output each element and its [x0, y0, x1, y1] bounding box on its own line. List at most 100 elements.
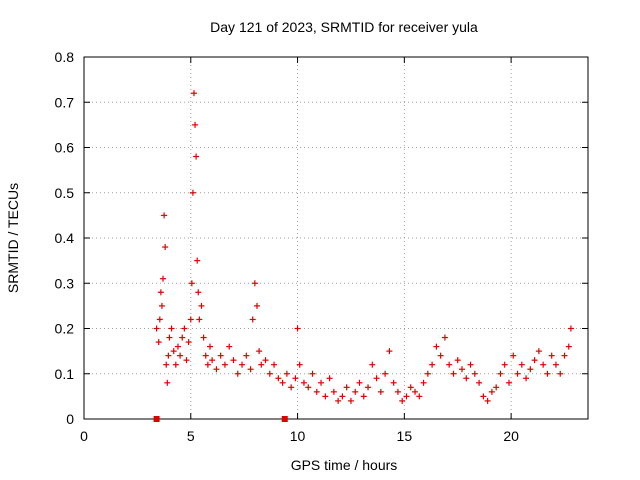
data-point: [165, 352, 172, 359]
data-point: [523, 375, 530, 382]
data-point: [386, 348, 393, 355]
data-point: [467, 361, 474, 368]
data-point: [234, 370, 241, 377]
data-point: [557, 370, 564, 377]
data-point: [441, 334, 448, 341]
data-points: [153, 90, 574, 404]
data-point: [540, 361, 547, 368]
x-axis-label: GPS time / hours: [291, 457, 398, 473]
data-point: [187, 316, 194, 323]
data-point: [177, 352, 184, 359]
y-tick-label: 0.1: [55, 366, 75, 382]
data-point: [548, 352, 555, 359]
data-point: [446, 361, 453, 368]
data-point: [433, 343, 440, 350]
data-point: [239, 361, 246, 368]
data-point: [157, 289, 164, 296]
data-point: [266, 370, 273, 377]
data-point: [369, 361, 376, 368]
data-point: [488, 388, 495, 395]
data-point: [163, 361, 170, 368]
data-point: [377, 388, 384, 395]
data-point: [429, 361, 436, 368]
data-point: [505, 379, 512, 386]
data-point: [322, 393, 329, 400]
data-point: [471, 370, 478, 377]
data-point: [190, 90, 197, 97]
y-tick-label: 0: [66, 411, 74, 427]
data-point: [185, 339, 192, 346]
axis-marker: [153, 416, 160, 422]
data-point: [399, 397, 406, 404]
data-point: [251, 280, 258, 287]
grid-lines: [84, 57, 588, 419]
data-point: [412, 388, 419, 395]
data-point: [247, 366, 254, 373]
data-point: [174, 343, 181, 350]
data-point: [204, 361, 211, 368]
data-point: [343, 384, 350, 391]
data-point: [335, 397, 342, 404]
data-point: [565, 343, 572, 350]
data-point: [198, 302, 205, 309]
data-point: [360, 393, 367, 400]
data-point: [339, 393, 346, 400]
x-tick-label: 20: [503, 428, 519, 444]
data-point: [183, 357, 190, 364]
data-point: [271, 361, 278, 368]
data-point: [209, 357, 216, 364]
data-point: [501, 361, 508, 368]
data-point: [527, 366, 534, 373]
data-point: [207, 343, 213, 350]
data-point: [484, 397, 491, 404]
data-point: [390, 379, 397, 386]
data-point: [552, 361, 559, 368]
data-point: [347, 397, 354, 404]
data-point: [275, 375, 282, 382]
data-point: [253, 302, 260, 309]
data-point: [305, 384, 312, 391]
x-tick-label: 5: [187, 428, 195, 444]
data-point: [243, 352, 250, 359]
x-tick-labels: 0 5 10 15 20: [80, 428, 519, 444]
data-point: [153, 325, 160, 332]
data-point: [256, 348, 263, 355]
data-point: [213, 366, 220, 373]
y-tick-label: 0.3: [55, 275, 75, 291]
data-point: [221, 361, 228, 368]
data-point: [480, 393, 487, 400]
data-point: [194, 257, 201, 264]
data-point: [437, 352, 444, 359]
data-point: [382, 370, 389, 377]
data-point: [226, 343, 233, 350]
data-point: [313, 388, 320, 395]
data-point: [531, 357, 538, 364]
data-point: [450, 370, 457, 377]
y-axis-label: SRMTID / TECUs: [5, 183, 21, 293]
data-point: [195, 289, 202, 296]
data-point: [463, 375, 470, 382]
data-point: [164, 379, 171, 386]
data-point: [158, 302, 165, 309]
data-point: [292, 375, 299, 382]
data-point: [188, 280, 195, 287]
data-point: [200, 334, 207, 341]
data-point: [170, 348, 177, 355]
y-tick-label: 0.6: [55, 140, 75, 156]
data-point: [567, 325, 574, 332]
data-point: [476, 379, 483, 386]
data-point: [189, 189, 196, 196]
data-point: [309, 370, 316, 377]
data-point: [262, 357, 269, 364]
data-point: [352, 388, 359, 395]
data-point: [356, 379, 363, 386]
y-tick-label: 0.2: [55, 321, 75, 337]
data-point: [196, 316, 203, 323]
data-point: [181, 325, 188, 332]
data-point: [230, 357, 237, 364]
y-tick-label: 0.7: [55, 94, 75, 110]
y-tick-label: 0.8: [55, 49, 75, 65]
data-point: [168, 325, 175, 332]
data-point: [330, 388, 337, 395]
